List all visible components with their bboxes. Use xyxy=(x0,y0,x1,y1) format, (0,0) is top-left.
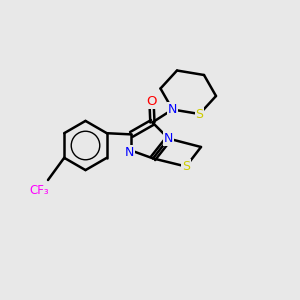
Text: S: S xyxy=(196,107,203,121)
Text: O: O xyxy=(146,95,157,108)
Text: N: N xyxy=(125,146,135,159)
Text: S: S xyxy=(182,160,190,173)
Text: CF₃: CF₃ xyxy=(29,184,49,197)
Text: N: N xyxy=(168,103,177,116)
Text: N: N xyxy=(164,132,173,145)
